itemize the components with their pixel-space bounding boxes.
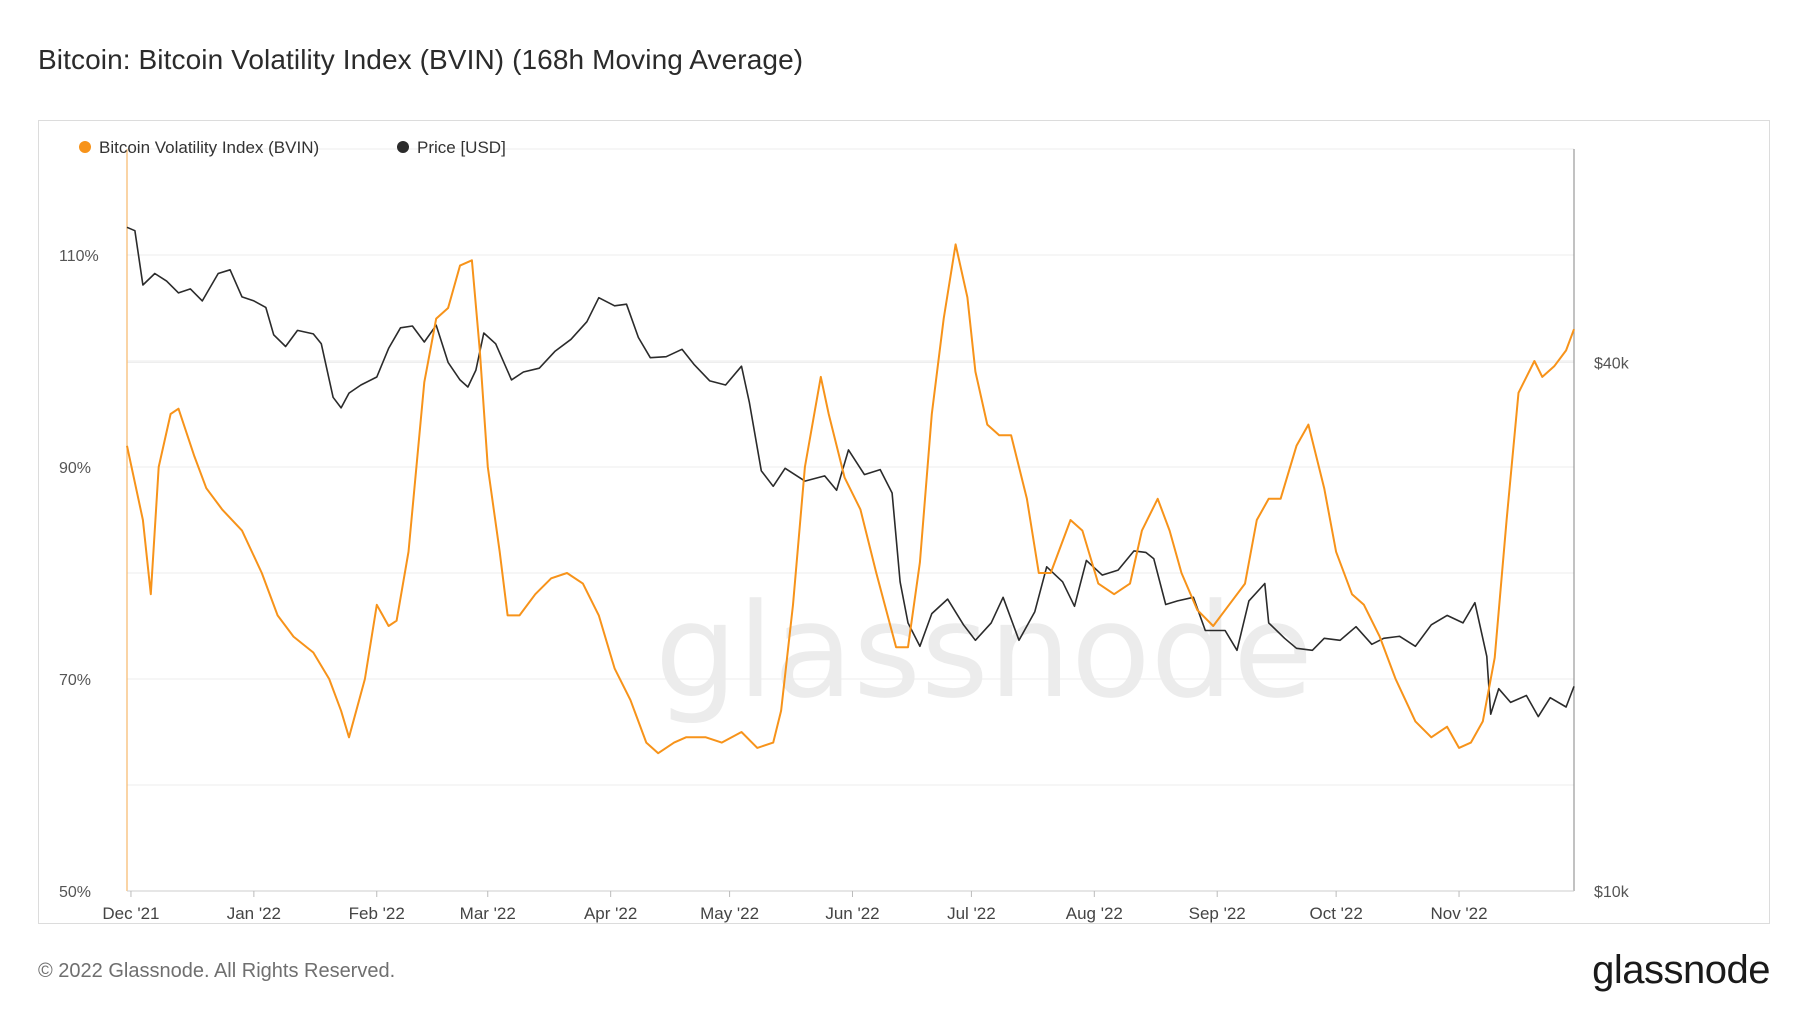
y-left-tick-label: 70% [59,672,91,689]
y-left-tick-label: 90% [59,460,91,477]
x-tick-label: Nov '22 [1430,904,1487,923]
x-tick-label: Sep '22 [1189,904,1246,923]
x-tick-label: Jan '22 [227,904,281,923]
x-tick-label: Apr '22 [584,904,637,923]
x-tick-label: Dec '21 [102,904,159,923]
x-tick-label: Jun '22 [825,904,879,923]
legend-label-price: Price [USD] [417,138,506,157]
y-right-tick-label: $10k [1594,884,1630,901]
x-tick-label: Feb '22 [349,904,405,923]
y-right-tick-label: $40k [1594,355,1630,372]
grid-layer [127,148,1574,892]
footer-logo[interactable]: glassnode [1592,948,1770,992]
x-tick-label: Mar '22 [460,904,516,923]
legend: Bitcoin Volatility Index (BVIN) Price [U… [79,138,506,157]
y-left-tick-label: 50% [59,884,91,901]
footer-copyright: © 2022 Glassnode. All Rights Reserved. [38,960,396,982]
legend-marker-bvin [79,141,91,153]
page-title: Bitcoin: Bitcoin Volatility Index (BVIN)… [38,44,804,75]
legend-marker-price [397,141,409,153]
axis-layer: 50% 70% 90% 110% $10k $40k Dec '21 Jan '22 Feb '… [59,149,1630,923]
chart-area: glassnode 50% 70% 90% 110% $10k $40k Dec '21 Ja… [38,120,1770,924]
x-tick-label: Jul '22 [947,904,996,923]
legend-label-bvin: Bitcoin Volatility Index (BVIN) [99,138,319,157]
watermark: glassnode [655,575,1313,727]
legend-item-bvin[interactable]: Bitcoin Volatility Index (BVIN) [79,138,319,157]
x-tick-label: Aug '22 [1066,904,1123,923]
series-line-bvin [126,243,1575,755]
x-tick-label: Oct '22 [1309,904,1362,923]
series-line-price [126,226,1575,718]
chart-svg: glassnode 50% 70% 90% 110% $10k $40k Dec '21 Ja… [59,138,1630,923]
series-layer [126,226,1575,755]
x-tick-label: May '22 [700,904,759,923]
y-left-tick-label: 110% [59,248,99,265]
legend-item-price[interactable]: Price [USD] [397,138,506,157]
